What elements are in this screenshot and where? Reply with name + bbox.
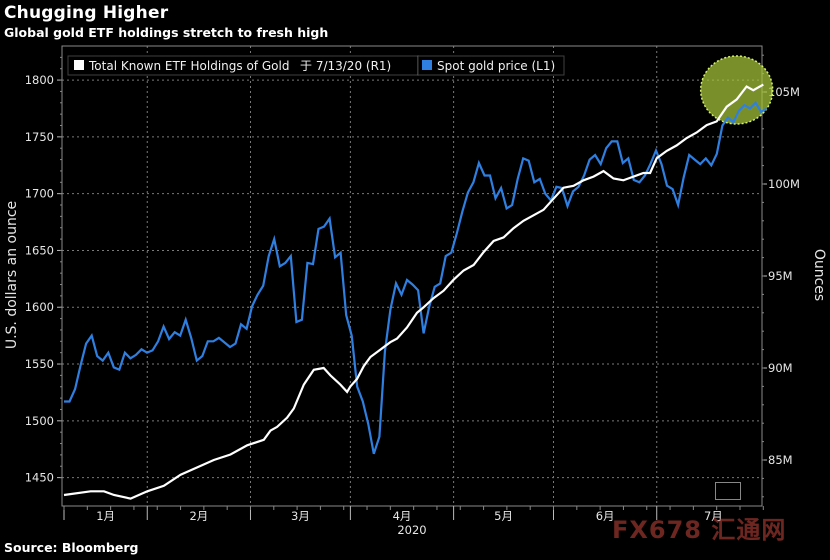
left-axis-label: U.S. dollars an ounce (4, 201, 20, 349)
chart-expand-icon[interactable] (715, 482, 741, 500)
x-tick-label: 3月 (291, 509, 310, 523)
x-tick-label: 2月 (189, 509, 208, 523)
chart-title: Chugging Higher (4, 3, 169, 23)
chart-subtitle: Global gold ETF holdings stretch to fres… (4, 25, 329, 40)
highlight-circle (699, 55, 774, 125)
right-tick-label: 85M (768, 453, 793, 467)
right-tick-label: 105M (768, 85, 800, 99)
legend-etf-label: Total Known ETF Holdings of Gold (88, 59, 289, 73)
right-axis-label: Ounces (811, 249, 827, 301)
x-tick-label: 1月 (96, 509, 115, 523)
source-note: Source: Bloomberg (4, 540, 139, 555)
right-axis: 85M 90M 95M 100M 105M (762, 54, 800, 498)
left-tick-label: 1600 (25, 300, 54, 314)
x-tick-label: 4月 (393, 509, 412, 523)
x-tick-label: 6月 (596, 509, 615, 523)
x-axis: 1月 2月 3月 4月 5月 6月 7月 (63, 506, 764, 523)
left-tick-label: 1700 (25, 187, 54, 201)
watermark: FX678 汇通网 (612, 516, 787, 544)
right-tick-label: 100M (768, 177, 800, 191)
left-tick-label: 1550 (25, 357, 54, 371)
right-tick-label: 90M (768, 361, 793, 375)
left-axis: 1450 1500 1550 1600 1650 1700 1750 1800 (25, 56, 62, 485)
legend-swatch-gold (422, 60, 432, 70)
x-year-label: 2020 (397, 523, 426, 537)
legend-swatch-etf (74, 60, 84, 70)
left-tick-label: 1500 (25, 414, 54, 428)
right-tick-label: 95M (768, 269, 793, 283)
left-tick-label: 1450 (25, 471, 54, 485)
spot-gold-line (64, 101, 768, 455)
etf-holdings-line (63, 83, 764, 500)
legend-box-2[interactable] (417, 55, 565, 76)
left-tick-label: 1650 (25, 243, 54, 257)
legend-gold-label: Spot gold price (L1) (437, 59, 555, 73)
x-tick-label: 5月 (494, 509, 513, 523)
x-tick-label: 7月 (704, 509, 723, 523)
left-tick-label: 1800 (25, 73, 54, 87)
gridlines (62, 46, 762, 506)
legend-etf-suffix: 于 7/13/20 (R1) (300, 59, 391, 73)
left-tick-label: 1750 (25, 130, 54, 144)
